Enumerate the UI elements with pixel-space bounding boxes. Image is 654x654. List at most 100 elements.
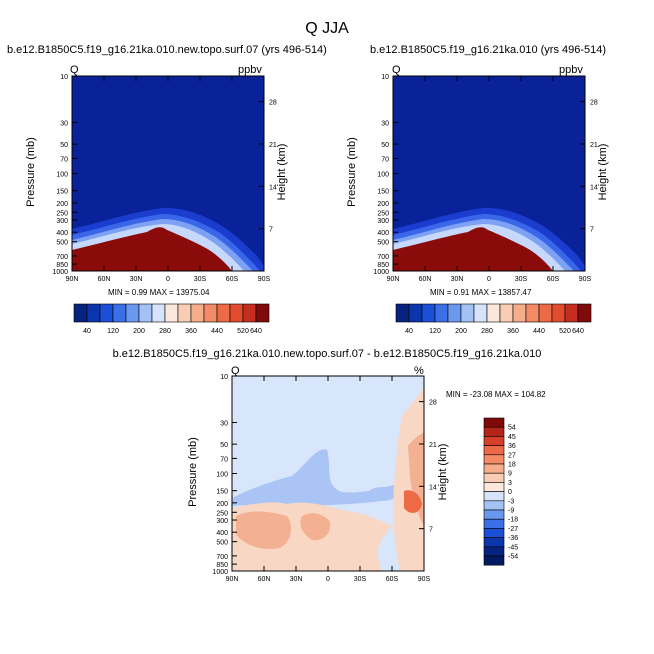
diff-var-label: Q <box>231 365 240 377</box>
colorbar-label: 440 <box>533 328 545 335</box>
panel2-y2-ticks: 28 21 14 7 <box>580 100 598 234</box>
y-tick-label: 400 <box>56 230 68 237</box>
y-tick-label: 70 <box>60 156 68 163</box>
colorbar-label: 18 <box>508 462 516 469</box>
panel1-x-ticks: 90N 60N 30N 0 30S 60S 90S <box>66 76 271 283</box>
y-tick-label: 500 <box>377 240 389 247</box>
x-tick-label: 90S <box>579 276 592 283</box>
panel2-plot: 103050701001502002503004005007008501000 … <box>346 74 609 283</box>
y-tick-label: 10 <box>60 74 68 81</box>
y-tick-label: 300 <box>216 518 228 525</box>
y-tick-label: 150 <box>56 189 68 196</box>
colorbar-label: 120 <box>107 328 119 335</box>
panel1-colorbar-boxes <box>73 303 270 323</box>
colorbar-label: 54 <box>508 425 516 432</box>
colorbar-box <box>483 518 505 529</box>
colorbar-label: 36 <box>508 443 516 450</box>
colorbar-box <box>564 303 579 323</box>
colorbar-label: -45 <box>508 544 518 551</box>
y-tick-label: 50 <box>220 442 228 449</box>
colorbar-box <box>499 303 514 323</box>
y-tick-label: 30 <box>60 121 68 128</box>
x-tick-label: 90N <box>387 276 400 283</box>
y2-tick-label: 7 <box>429 527 433 534</box>
colorbar-box <box>421 303 436 323</box>
diff-colorbar-labels: 54 45 36 27 18 9 3 0 -3 -9 -18 -27 -36 -45 -54 <box>508 425 518 561</box>
colorbar-box <box>483 472 505 483</box>
x-tick-label: 60N <box>258 576 271 583</box>
colorbar-label: 360 <box>507 328 519 335</box>
y-tick-label: 850 <box>216 562 228 569</box>
y2-tick-label: 21 <box>429 442 437 449</box>
x-tick-label: 0 <box>487 276 491 283</box>
colorbar-box <box>551 303 566 323</box>
x-tick-label: 30N <box>290 576 303 583</box>
diff-plot: 103050701001502002503004005007008501000 … <box>187 374 449 583</box>
y-tick-label: 10 <box>220 374 228 381</box>
y-tick-label: 150 <box>216 489 228 496</box>
y-tick-label: 700 <box>377 254 389 261</box>
diff-positive-peak-south <box>404 490 422 513</box>
y-tick-label: 100 <box>377 172 389 179</box>
colorbar-label: -18 <box>508 517 518 524</box>
y-tick-label: 850 <box>56 262 68 269</box>
colorbar-box <box>483 555 505 566</box>
x-tick-label: 30S <box>194 276 207 283</box>
colorbar-box <box>190 303 205 323</box>
x-tick-label: 90S <box>418 576 431 583</box>
colorbar-box <box>408 303 423 323</box>
colorbar-box <box>99 303 114 323</box>
diff-negative-region <box>232 449 397 507</box>
y-tick-label: 500 <box>216 540 228 547</box>
colorbar-box <box>242 303 257 323</box>
y-tick-label: 1000 <box>52 269 68 276</box>
panel1-stats: MIN = 0.99 MAX = 13975.04 <box>108 288 210 297</box>
colorbar-box <box>255 303 270 323</box>
y2-tick-label: 28 <box>590 100 598 107</box>
colorbar-label: 120 <box>429 328 441 335</box>
y-tick-label: 250 <box>216 510 228 517</box>
colorbar-box <box>483 417 505 428</box>
y-tick-label: 70 <box>220 456 228 463</box>
y-tick-label: 150 <box>377 189 389 196</box>
x-tick-label: 30S <box>354 576 367 583</box>
panel2-var-label: Q <box>392 64 401 76</box>
colorbar-box <box>483 491 505 502</box>
colorbar-box <box>538 303 553 323</box>
x-tick-label: 90N <box>66 276 79 283</box>
colorbar-box <box>395 303 410 323</box>
diff-stats: MIN = -23.08 MAX = 104.82 <box>446 390 546 399</box>
panel2-stats: MIN = 0.91 MAX = 13857.47 <box>430 288 532 297</box>
colorbar-label: -54 <box>508 554 518 561</box>
colorbar-label: 40 <box>83 328 91 335</box>
x-tick-label: 60S <box>547 276 560 283</box>
y-tick-label: 250 <box>56 210 68 217</box>
y-tick-label: 200 <box>377 201 389 208</box>
diff-x-ticks: 90N 60N 30N 0 30S 60S 90S <box>226 376 431 583</box>
y2-tick-label: 28 <box>429 400 437 407</box>
colorbar-label: 200 <box>455 328 467 335</box>
y-tick-label: 50 <box>60 142 68 149</box>
y-tick-label: 200 <box>56 201 68 208</box>
y-tick-label: 500 <box>56 240 68 247</box>
diff-y2-ticks: 28 21 14 7 <box>419 400 437 534</box>
panel2-x-ticks: 90N 60N 30N 0 30S 60S 90S <box>387 76 592 283</box>
colorbar-label: 40 <box>405 328 413 335</box>
colorbar-label: 640 <box>572 328 584 335</box>
panel1-unit-label: ppbv <box>238 64 262 76</box>
colorbar-label: 640 <box>250 328 262 335</box>
y-tick-label: 700 <box>216 554 228 561</box>
x-tick-label: 60S <box>386 576 399 583</box>
y2-tick-label: 21 <box>269 142 277 149</box>
panel2-unit-label: ppbv <box>559 64 583 76</box>
panel1-y2-ticks: 28 21 14 7 <box>259 100 277 234</box>
diff-positive-core-left <box>236 511 292 550</box>
colorbar-box <box>483 445 505 456</box>
x-tick-label: 30N <box>130 276 143 283</box>
colorbar-label: 45 <box>508 434 516 441</box>
panel2-colorbar-boxes <box>395 303 592 323</box>
colorbar-box <box>177 303 192 323</box>
colorbar-label: 440 <box>211 328 223 335</box>
colorbar-box <box>483 463 505 474</box>
